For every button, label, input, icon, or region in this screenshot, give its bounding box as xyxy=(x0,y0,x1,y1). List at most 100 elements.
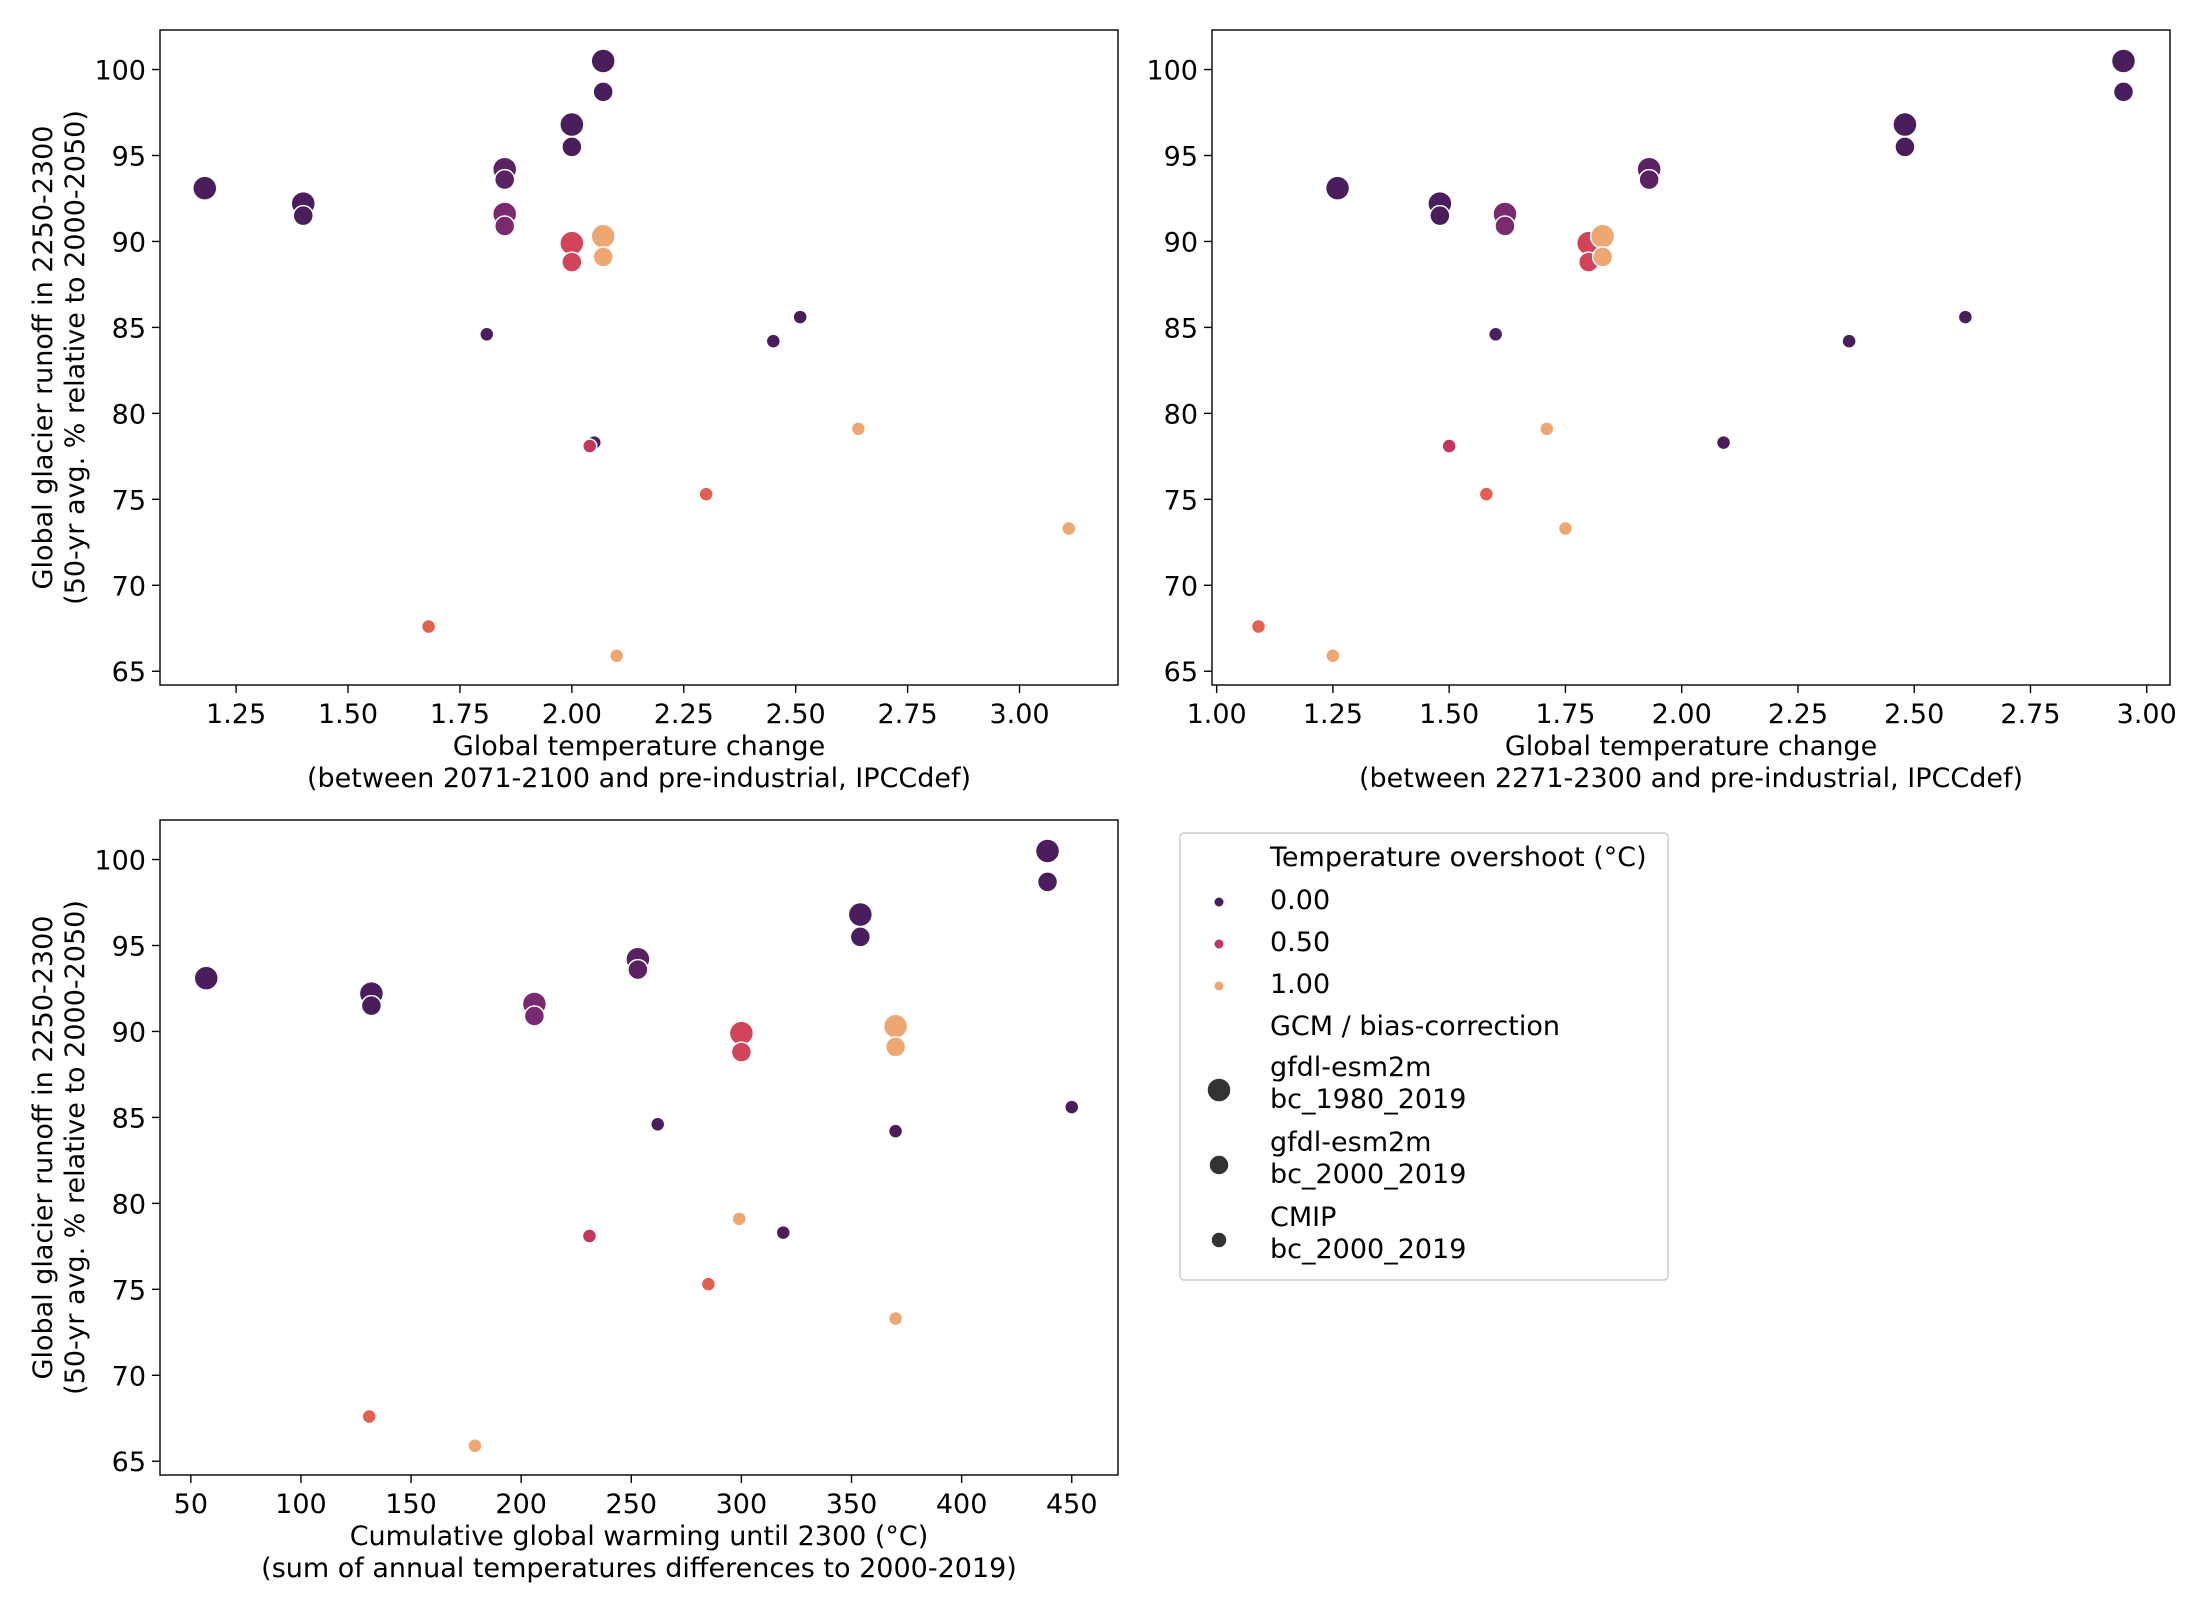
legend-label-size-medium-line2: bc_2000_2019 xyxy=(1270,1159,1466,1190)
data-point xyxy=(561,251,583,273)
data-point xyxy=(649,1116,666,1133)
data-point xyxy=(1589,223,1616,250)
data-point xyxy=(479,326,495,343)
data-point xyxy=(2110,48,2137,74)
data-point xyxy=(700,1276,717,1292)
x-tick-label: 50 xyxy=(174,1489,208,1520)
y-axis-ticks: 65 70 75 80 85 90 95 100 xyxy=(94,846,160,1478)
x-tick-label: 1.25 xyxy=(206,699,266,730)
y-tick-label: 95 xyxy=(1164,141,1198,172)
data-point xyxy=(731,1211,747,1227)
y-axis-label: Global glacier runoff in 2250-2300 xyxy=(28,916,59,1380)
x-axis-label: Global temperature change xyxy=(453,731,825,762)
legend-label-size-large-line1: gfdl-esm2m xyxy=(1270,1052,1432,1083)
y-axis-sublabel: (50-yr avg. % relative to 2000-2050) xyxy=(60,110,91,605)
x-tick-label: 3.00 xyxy=(2117,699,2177,730)
data-point xyxy=(590,223,616,250)
y-tick-label: 100 xyxy=(94,56,146,87)
x-axis-label: Cumulative global warming until 2300 (°C… xyxy=(350,1521,929,1552)
data-point xyxy=(1064,1099,1080,1115)
legend-label-overshoot-1: 1.00 xyxy=(1270,969,1330,1000)
x-tick-label: 150 xyxy=(385,1489,437,1520)
x-tick-label: 300 xyxy=(716,1489,768,1520)
y-axis-ticks: 65 70 75 80 85 90 95 100 xyxy=(1146,56,1212,688)
data-point xyxy=(581,1228,598,1244)
legend: Temperature overshoot (°C) 0.00 0.50 1.0… xyxy=(1179,832,1669,1281)
data-point xyxy=(493,168,516,191)
x-tick-label: 400 xyxy=(936,1489,988,1520)
data-point xyxy=(1557,520,1574,537)
x-tick-label: 1.00 xyxy=(1187,699,1247,730)
x-tick-label: 450 xyxy=(1046,1489,1098,1520)
x-tick-label: 2.00 xyxy=(1652,699,1712,730)
data-point xyxy=(592,246,614,268)
x-tick-label: 250 xyxy=(606,1489,658,1520)
y-tick-label: 65 xyxy=(112,657,146,688)
legend-label-overshoot-0: 0.00 xyxy=(1270,885,1330,916)
data-point xyxy=(627,958,649,981)
legend-label-size-small-line2: bc_2000_2019 xyxy=(1270,1234,1466,1265)
y-tick-label: 85 xyxy=(112,313,146,344)
data-point xyxy=(1539,421,1555,437)
data-point xyxy=(792,309,808,325)
x-tick-label: 2.50 xyxy=(1884,699,1944,730)
legend-label-size-medium-line1: gfdl-esm2m xyxy=(1270,1127,1432,1158)
data-point xyxy=(698,486,714,502)
y-tick-label: 90 xyxy=(1164,227,1198,258)
data-point xyxy=(2112,81,2135,103)
legend-marker-overshoot-0-5 xyxy=(1213,938,1225,950)
data-point xyxy=(1894,136,1916,158)
y-axis-label: Global glacier runoff in 2250-2300 xyxy=(28,126,59,590)
y-tick-label: 75 xyxy=(1164,485,1198,516)
data-point xyxy=(592,81,614,103)
y-tick-label: 65 xyxy=(1164,657,1198,688)
scatter-panel-top-right: 1.00 1.25 1.50 1.75 2.00 2.25 2.50 2.75 3.00 65 7… xyxy=(1146,29,2177,794)
data-point xyxy=(1034,838,1061,864)
data-point xyxy=(467,1438,483,1454)
x-axis-ticks: 1.25 1.50 1.75 2.00 2.25 2.50 2.75 3.00 xyxy=(206,685,1050,730)
y-tick-label: 85 xyxy=(112,1103,146,1134)
data-point xyxy=(1494,215,1516,237)
x-axis-sublabel: (sum of annual temperatures differences … xyxy=(261,1553,1017,1584)
data-point xyxy=(775,1224,792,1241)
x-tick-label: 2.25 xyxy=(654,699,714,730)
data-point xyxy=(887,1310,904,1327)
x-axis-sublabel: (between 2271-2300 and pre-industrial, I… xyxy=(1359,763,2023,794)
data-point xyxy=(361,1408,377,1425)
data-point xyxy=(1325,648,1341,664)
data-point xyxy=(1715,434,1732,451)
data-point xyxy=(608,648,625,664)
data-point xyxy=(292,204,315,227)
data-point xyxy=(884,1036,907,1058)
data-point xyxy=(847,901,874,928)
data-point xyxy=(1441,438,1457,454)
data-point xyxy=(1478,486,1495,502)
data-point xyxy=(730,1041,753,1063)
data-point xyxy=(559,111,585,138)
x-tick-label: 1.25 xyxy=(1303,699,1363,730)
data-point xyxy=(582,438,598,454)
plot-frame xyxy=(1211,29,2171,686)
data-point xyxy=(1429,204,1451,227)
x-tick-label: 1.75 xyxy=(1535,699,1595,730)
x-tick-label: 2.50 xyxy=(766,699,826,730)
data-point xyxy=(493,215,516,237)
data-point xyxy=(1061,520,1077,537)
y-axis-ticks: 65 70 75 80 85 90 95 100 xyxy=(94,56,160,688)
data-point xyxy=(1036,871,1059,893)
y-tick-label: 65 xyxy=(112,1447,146,1478)
y-tick-label: 80 xyxy=(112,399,146,430)
data-point xyxy=(193,965,219,991)
scatter-panel-top-left: 1.25 1.50 1.75 2.00 2.25 2.50 2.75 3.00 65 70 75 8… xyxy=(28,29,1119,794)
y-tick-label: 75 xyxy=(112,1275,146,1306)
x-tick-label: 350 xyxy=(826,1489,878,1520)
y-tick-label: 80 xyxy=(112,1189,146,1220)
legend-marker-overshoot-0 xyxy=(1213,896,1225,908)
scatter-panel-bottom-left: 50 100 150 200 250 300 350 400 450 65 70 75 80 85 90 9… xyxy=(28,819,1119,1584)
plot-frame xyxy=(159,819,1119,1476)
legend-box xyxy=(1179,832,1669,1281)
y-tick-label: 85 xyxy=(1164,313,1198,344)
y-tick-label: 100 xyxy=(94,846,146,877)
data-point xyxy=(360,994,383,1017)
